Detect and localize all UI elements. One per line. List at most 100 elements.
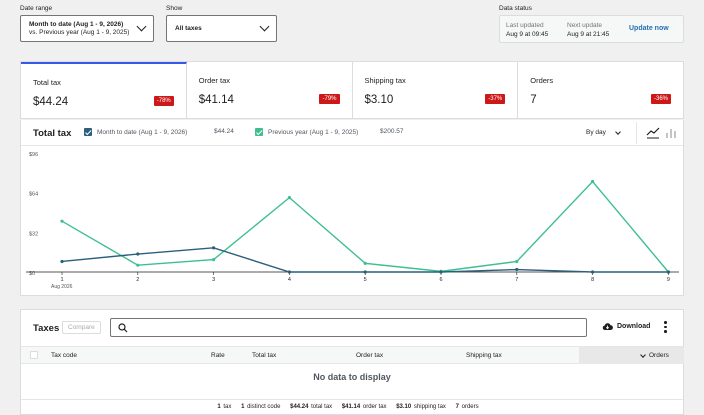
- data-point: [666, 270, 671, 274]
- chevron-down-icon: [259, 21, 270, 32]
- summary-card-value: $3.10: [364, 94, 394, 106]
- show-select-value: All taxes: [175, 24, 202, 32]
- summary-card-orders[interactable]: Orders 7 -36%: [518, 62, 683, 118]
- y-tick-label: $64: [29, 192, 38, 198]
- x-tick-label: 8: [591, 277, 594, 283]
- date-range-select[interactable]: Month to date (Aug 1 - 9, 2026) vs. Prev…: [20, 15, 154, 42]
- y-tick-label: $96: [29, 152, 38, 158]
- summary-item: 1 tax: [217, 404, 235, 410]
- delta-badge: -79%: [319, 94, 340, 104]
- legend-current-amount: $44.24: [214, 128, 234, 135]
- column-header-tax-code[interactable]: Tax code: [51, 352, 78, 359]
- data-point: [212, 246, 216, 250]
- column-header-shipping-tax[interactable]: Shipping tax: [466, 352, 502, 359]
- y-tick-label: $0: [29, 271, 35, 277]
- data-point: [515, 259, 519, 264]
- x-tick-sublabel: Aug 2026: [51, 284, 73, 290]
- chart-panel: Total tax Month to date (Aug 1 - 9, 2026…: [20, 120, 684, 296]
- summary-card-total-tax[interactable]: Total tax $44.24 -78%: [21, 62, 187, 118]
- column-header-rate[interactable]: Rate: [211, 352, 225, 359]
- search-input[interactable]: [110, 318, 587, 337]
- summary-card-order-tax[interactable]: Order tax $41.14 -79%: [187, 62, 353, 118]
- summary-item: 7 orders: [456, 404, 483, 410]
- data-point: [363, 261, 367, 265]
- last-updated: Last updated Aug 9 at 09:45: [506, 21, 548, 39]
- series-line: [61, 180, 669, 273]
- legend-checkbox-previous[interactable]: [255, 128, 263, 136]
- column-header-orders[interactable]: Orders: [640, 351, 669, 359]
- legend-previous-label: Previous year (Aug 1 - 9, 2025): [268, 128, 359, 136]
- data-point: [591, 179, 595, 184]
- summary-card-value: $44.24: [33, 96, 69, 108]
- summary-item: $41.14 order tax: [342, 404, 391, 410]
- column-header-orders-label: Orders: [649, 352, 669, 359]
- legend-current[interactable]: Month to date (Aug 1 - 9, 2026): [84, 128, 187, 136]
- summary-num: $41.14: [341, 404, 361, 410]
- summary-num: 1: [217, 404, 221, 410]
- chevron-down-icon: [615, 128, 621, 135]
- download-button[interactable]: Download: [602, 322, 650, 331]
- interval-select[interactable]: By day: [586, 128, 621, 136]
- x-tick-label: 7: [515, 277, 518, 283]
- summary-text: tax: [223, 404, 232, 410]
- chart-header: Total tax Month to date (Aug 1 - 9, 2026…: [21, 120, 683, 146]
- chevron-down-icon: [640, 351, 646, 358]
- data-point: [363, 270, 367, 274]
- summary-text: distinct code: [247, 404, 281, 410]
- summary-card-label: Orders: [530, 76, 554, 85]
- summary-num: $44.24: [290, 404, 309, 410]
- bar-chart-icon[interactable]: [662, 126, 680, 140]
- date-range-compare: vs. Previous year (Aug 1 - 9, 2025): [29, 28, 130, 36]
- x-tick-label: 9: [667, 277, 670, 283]
- x-tick-label: 3: [212, 277, 215, 283]
- empty-state: No data to display: [313, 372, 391, 382]
- column-header-total-tax[interactable]: Total tax: [252, 352, 277, 359]
- last-updated-value: Aug 9 at 09:45: [506, 31, 549, 38]
- summary-item: $44.24 total tax: [290, 404, 336, 410]
- data-point: [60, 259, 64, 264]
- search-icon: [118, 323, 128, 333]
- show-select[interactable]: All taxes: [166, 15, 277, 42]
- more-vertical-icon[interactable]: [664, 321, 667, 333]
- next-update-value: Aug 9 at 21:45: [567, 31, 610, 38]
- show-label: Show: [166, 5, 183, 12]
- data-point: [591, 270, 595, 274]
- legend-current-label: Month to date (Aug 1 - 9, 2026): [97, 128, 188, 136]
- legend-previous-amount: $200.57: [380, 128, 404, 135]
- x-tick-label: 6: [439, 277, 442, 283]
- series-line: [61, 247, 669, 273]
- update-now-button[interactable]: Update now: [629, 25, 669, 32]
- next-update: Next update Aug 9 at 21:45: [567, 21, 609, 39]
- column-header-order-tax[interactable]: Order tax: [356, 352, 384, 359]
- summary-text: order tax: [362, 404, 387, 410]
- last-updated-label: Last updated: [506, 22, 544, 29]
- legend-checkbox-current[interactable]: [84, 128, 92, 136]
- data-point: [60, 219, 64, 223]
- date-range-primary: Month to date (Aug 1 - 9, 2026): [29, 20, 124, 28]
- legend-previous[interactable]: Previous year (Aug 1 - 9, 2025): [255, 128, 358, 136]
- data-point: [136, 263, 140, 267]
- date-range-label: Date range: [20, 5, 53, 12]
- data-status-box: Last updated Aug 9 at 09:45 Next update …: [499, 15, 684, 43]
- summary-card-shipping-tax[interactable]: Shipping tax $3.10 -37%: [353, 62, 519, 118]
- data-status-label: Data status: [499, 5, 532, 12]
- select-all-checkbox[interactable]: [30, 351, 38, 359]
- table-header: Tax code Rate Total tax Order tax Shippi…: [21, 346, 684, 364]
- summary-text: shipping tax: [413, 404, 446, 410]
- data-point: [515, 267, 519, 272]
- data-point: [212, 258, 216, 262]
- table-summary: 1 tax 1 distinct code $44.24 total tax $…: [21, 399, 683, 415]
- line-chart: $0 $32 $64 $96 1 2 3 4 5 6 7 8 9 Aug 2026: [26, 152, 679, 290]
- compare-button[interactable]: Compare: [62, 321, 101, 334]
- summary-item: $3.10 shipping tax: [396, 404, 450, 410]
- x-tick-label: 2: [136, 277, 139, 283]
- summary-card-label: Shipping tax: [364, 76, 406, 85]
- summary-card-value: $41.14: [198, 94, 234, 106]
- delta-badge: -36%: [650, 94, 671, 104]
- table-title: Taxes: [33, 323, 60, 334]
- summary-card-label: Total tax: [33, 78, 61, 87]
- summary-num: $3.10: [396, 404, 412, 410]
- download-label: Download: [617, 323, 651, 330]
- x-tick-label: 4: [288, 277, 291, 283]
- line-chart-icon[interactable]: [644, 126, 662, 140]
